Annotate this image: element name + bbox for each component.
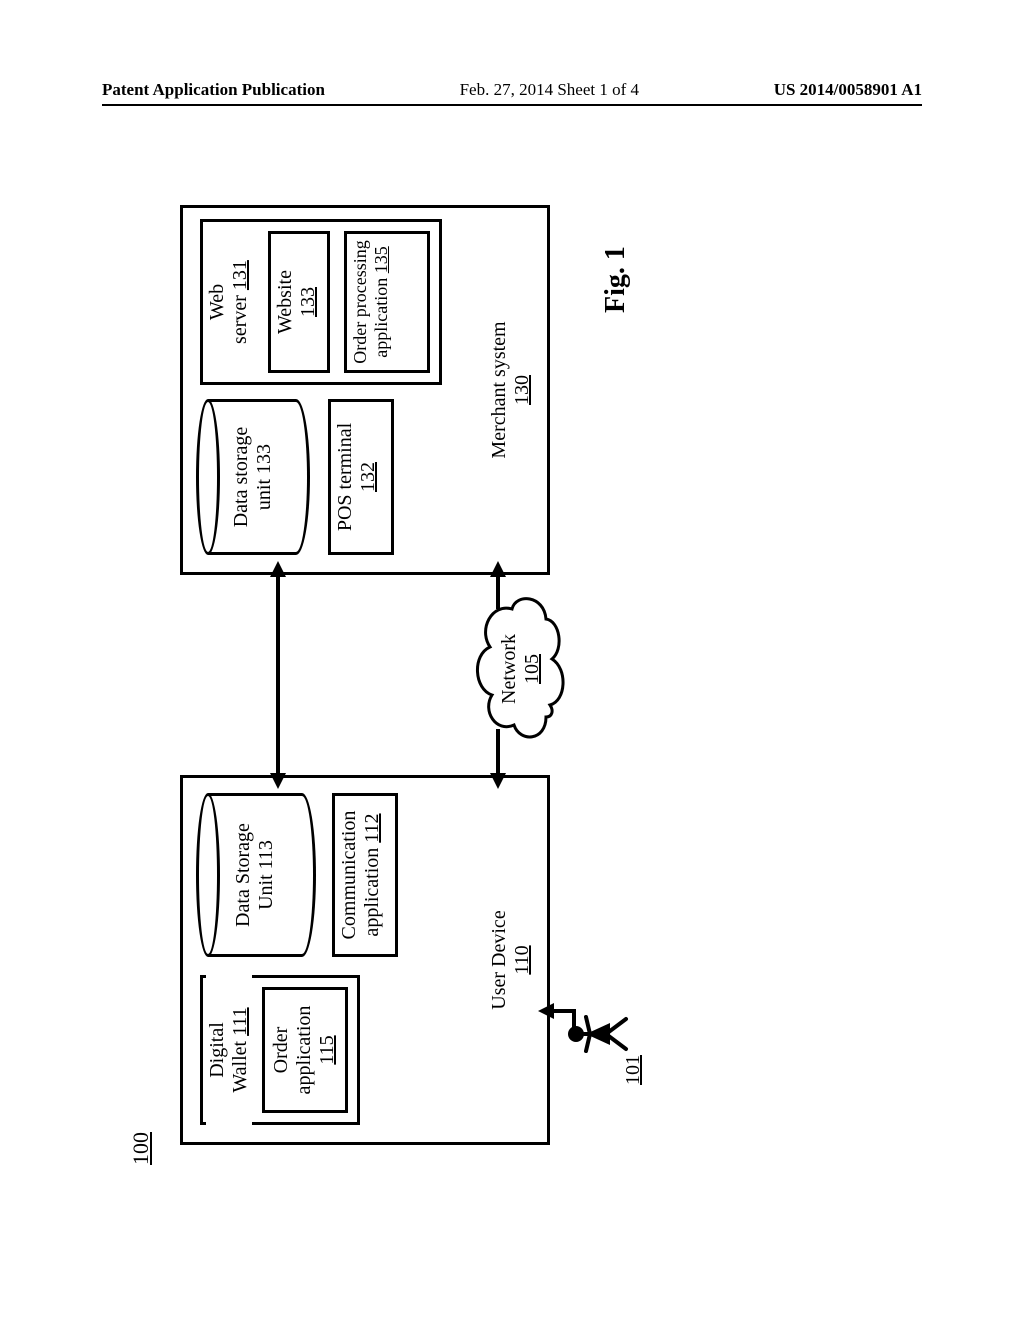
diagram-canvas: 100 Digital Wallet Wallet 111 /* hide th… <box>100 165 920 1185</box>
merchant-data-storage-label: Data storage unit 133 <box>230 399 276 555</box>
user-data-storage-cylinder: Data Storage Unit 113 <box>196 793 316 957</box>
digital-wallet-label2: DigitalWallet 111 <box>206 975 252 1125</box>
actor-num: 101 <box>622 1035 645 1085</box>
conn-user-cloud-h <box>496 729 500 775</box>
user-device-title: User Device 110 <box>488 775 534 1145</box>
conn-user-merchant <box>276 575 280 775</box>
merchant-title: Merchant system 130 <box>488 205 534 575</box>
figure-ref-100: 100 <box>128 1132 154 1165</box>
web-server-label: Web server 131 <box>206 219 252 385</box>
header-right: US 2014/0058901 A1 <box>774 80 922 100</box>
comm-app-label: Communication application 112 <box>338 793 384 957</box>
diagram-area: 100 Digital Wallet Wallet 111 /* hide th… <box>100 165 920 1185</box>
diagram-rotated: 100 Digital Wallet Wallet 111 /* hide th… <box>100 165 920 1185</box>
order-proc-label: Order processing application 135 <box>350 231 391 373</box>
arrow-user-merchant-right <box>270 561 286 577</box>
arrow-actor-user <box>538 1003 554 1019</box>
website-label: Website 133 <box>274 231 320 373</box>
network-cloud: Network 105 <box>468 591 572 747</box>
user-data-storage-label: Data Storage Unit 113 <box>232 793 278 957</box>
header-rule <box>102 104 922 106</box>
arrow-cloud-merchant <box>490 561 506 577</box>
network-label: Network 105 <box>498 591 544 747</box>
order-app-label: Order application 115 <box>270 987 339 1113</box>
page: Patent Application Publication Feb. 27, … <box>0 0 1024 1320</box>
figure-caption: Fig. 1 <box>600 246 632 313</box>
conn-actor-h <box>572 1009 576 1033</box>
pos-terminal-label: POS terminal 132 <box>334 399 380 555</box>
header-center: Feb. 27, 2014 Sheet 1 of 4 <box>460 80 639 100</box>
conn-actor-user-v <box>552 1009 574 1013</box>
merchant-data-storage-cylinder: Data storage unit 133 <box>196 399 310 555</box>
conn-cloud-merchant-h <box>496 573 500 609</box>
page-header: Patent Application Publication Feb. 27, … <box>0 80 1024 106</box>
arrow-user-merchant-left <box>270 773 286 789</box>
header-left: Patent Application Publication <box>102 80 325 100</box>
arrow-cloud-user <box>490 773 506 789</box>
